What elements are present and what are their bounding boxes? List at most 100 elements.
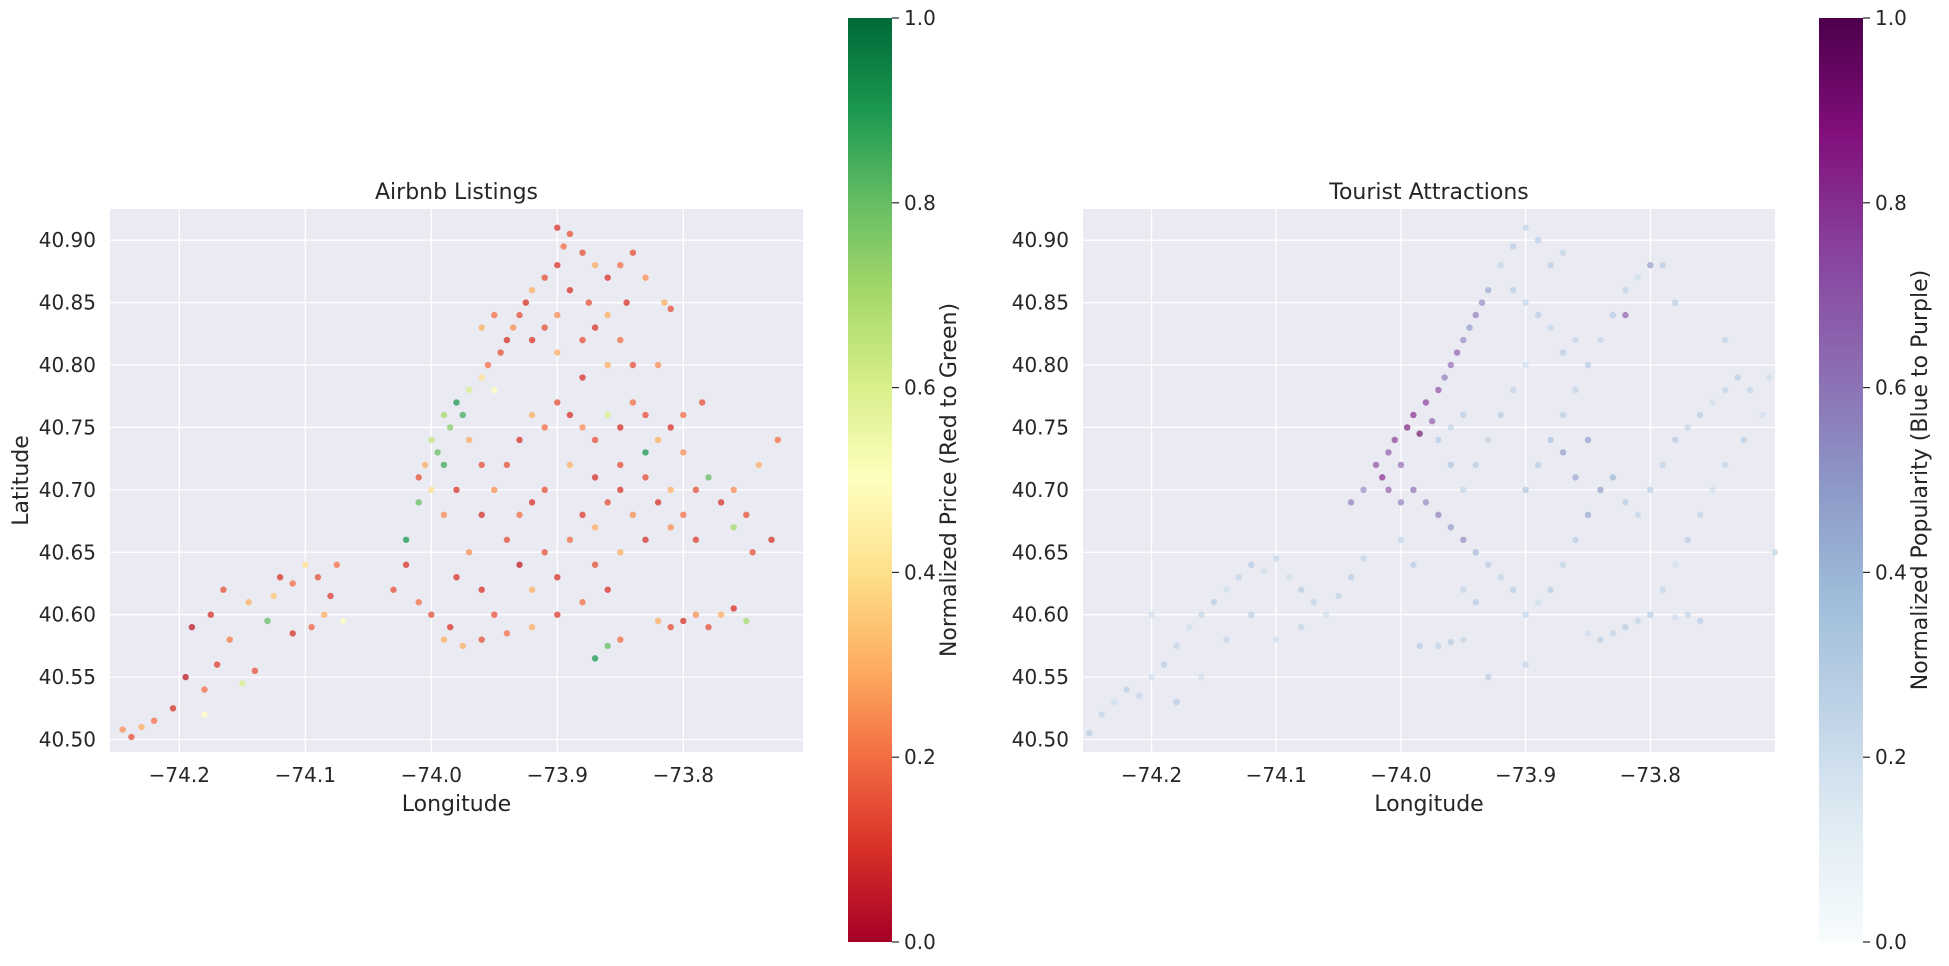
scatter-point xyxy=(667,424,674,431)
colorbar-tick-label: 0.4 xyxy=(904,560,936,584)
scatter-point xyxy=(1223,586,1230,593)
x-axis-label-airbnb: Longitude xyxy=(402,792,511,817)
scatter-point xyxy=(1584,630,1592,637)
scatter-point xyxy=(1572,474,1579,481)
scatter-point xyxy=(1148,673,1155,681)
scatter-point xyxy=(717,611,725,618)
scatter-point xyxy=(692,486,700,494)
scatter-point xyxy=(339,617,347,625)
scatter-point xyxy=(428,486,435,494)
scatter-point xyxy=(1297,586,1305,593)
scatter-point xyxy=(491,386,498,394)
scatter-point xyxy=(1086,730,1093,737)
scatter-point xyxy=(528,623,536,631)
scatter-point xyxy=(528,411,536,419)
scatter-point xyxy=(465,436,473,444)
scatter-point xyxy=(604,311,611,319)
scatter-point xyxy=(402,561,410,568)
scatter-point xyxy=(415,599,422,606)
scatter-point xyxy=(541,324,548,331)
scatter-point xyxy=(251,667,259,675)
scatter-point xyxy=(1248,561,1255,568)
scatter-point xyxy=(541,424,548,431)
scatter-point xyxy=(1559,561,1567,568)
scatter-point xyxy=(1522,661,1529,668)
scatter-point xyxy=(465,386,473,394)
scatter-point xyxy=(1672,561,1679,568)
scatter-point xyxy=(1696,617,1704,625)
scatter-point xyxy=(667,623,674,631)
scatter-point xyxy=(604,274,611,281)
scatter-point xyxy=(1559,249,1567,256)
scatter-point xyxy=(1572,336,1579,344)
scatter-point xyxy=(321,611,328,618)
scatter-point xyxy=(1447,638,1455,646)
scatter-point xyxy=(226,636,233,643)
scatter-point xyxy=(302,561,309,568)
scatter-point xyxy=(1559,449,1567,456)
scatter-point xyxy=(434,449,441,456)
scatter-point xyxy=(541,549,548,556)
scatter-point xyxy=(1385,449,1392,456)
scatter-point xyxy=(1534,237,1542,244)
scatter-point xyxy=(428,436,435,444)
y-tick-label: 40.80 xyxy=(1012,353,1069,377)
scatter-point xyxy=(1472,311,1479,319)
scatter-point xyxy=(1622,286,1629,294)
scatter-point xyxy=(289,580,296,587)
scatter-point xyxy=(1273,555,1280,562)
scatter-point xyxy=(1160,661,1168,668)
scatter-point xyxy=(623,299,630,306)
y-tick-label: 40.90 xyxy=(39,228,96,252)
scatter-point xyxy=(169,705,177,712)
y-tick-label: 40.65 xyxy=(39,540,96,564)
scatter-point xyxy=(1466,324,1473,331)
scatter-point xyxy=(591,524,599,531)
scatter-point xyxy=(541,486,548,494)
scatter-point xyxy=(1622,499,1629,506)
scatter-point xyxy=(415,499,422,506)
scatter-point xyxy=(1584,436,1592,444)
y-tick-label: 40.80 xyxy=(39,353,96,377)
scatter-point xyxy=(402,536,410,543)
scatter-point xyxy=(591,324,599,331)
scatter-point xyxy=(1597,636,1604,643)
scatter-point xyxy=(1410,561,1417,568)
scatter-point xyxy=(1198,673,1205,681)
scatter-point xyxy=(1721,461,1729,469)
y-tick-labels-tourist: 40.50 40.55 40.60 40.65 40.70 40.75 40.80 40.85… xyxy=(1012,228,1069,751)
x-tick-label: −74.0 xyxy=(401,763,462,787)
scatter-point xyxy=(1547,436,1554,444)
scatter-point xyxy=(1397,536,1405,543)
scatter-point xyxy=(1397,461,1405,469)
y-tick-label: 40.55 xyxy=(39,665,96,689)
scatter-point xyxy=(579,249,586,256)
scatter-point xyxy=(1372,461,1380,469)
scatter-point xyxy=(1647,611,1654,618)
gridlines-airbnb xyxy=(110,209,803,752)
scatter-point xyxy=(1684,424,1691,431)
scatter-point xyxy=(1435,642,1442,650)
scatter-points-airbnb xyxy=(119,224,781,741)
y-tick-label: 40.60 xyxy=(1012,603,1069,627)
scatter-point xyxy=(516,561,523,568)
panel-tourist-attractions: −74.2 −74.1 −74.0 −73.9 −73.8 40.50 40.55 40.6… xyxy=(1012,180,1779,817)
colorbar-tick-label: 0.2 xyxy=(1875,745,1907,769)
scatter-point xyxy=(119,726,126,733)
colorbar-label-airbnb: Normalized Price (Red to Green) xyxy=(937,303,962,657)
scatter-point xyxy=(554,611,561,618)
x-tick-label: −74.2 xyxy=(149,763,210,787)
scatter-point xyxy=(478,374,485,381)
scatter-point xyxy=(1410,486,1417,494)
scatter-point xyxy=(768,536,775,543)
scatter-point xyxy=(730,524,737,531)
panel-airbnb-listings: −74.2 −74.1 −74.0 −73.9 −73.8 40.50 40.55 40.6… xyxy=(9,180,803,817)
scatter-point xyxy=(1672,613,1679,621)
scatter-point xyxy=(554,261,561,269)
colorbar-tick-label: 0.8 xyxy=(1875,191,1907,215)
scatter-point xyxy=(1572,536,1579,543)
scatter-point xyxy=(1435,511,1442,519)
scatter-point xyxy=(1428,418,1436,425)
scatter-point xyxy=(428,611,435,618)
scatter-point xyxy=(1659,461,1666,469)
